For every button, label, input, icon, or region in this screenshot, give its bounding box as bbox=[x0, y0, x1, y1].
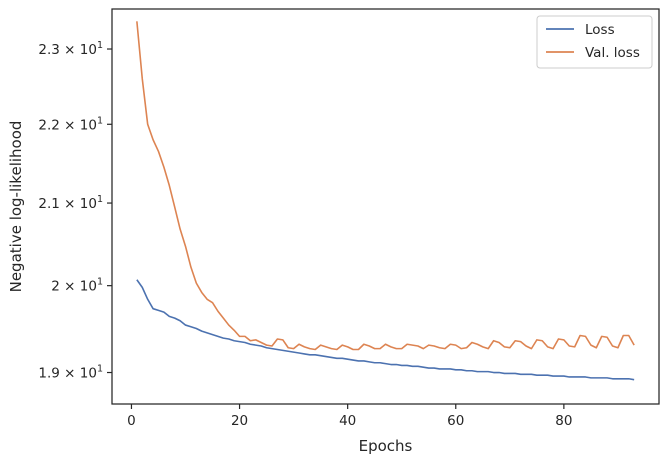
x-tick-label: 80 bbox=[555, 413, 572, 429]
y-tick-label: 2 × 101 bbox=[51, 277, 103, 295]
y-tick-exponent: 1 bbox=[97, 364, 103, 375]
y-tick-times-ten: × 10 bbox=[60, 42, 97, 58]
y-tick-times-ten: × 10 bbox=[60, 117, 97, 133]
x-axis: 0 20 40 60 80 bbox=[127, 404, 572, 429]
x-tick-label: 40 bbox=[339, 413, 356, 429]
plot-frame bbox=[111, 8, 660, 405]
y-tick-mantissa: 2.2 bbox=[38, 117, 59, 133]
x-tick-label: 20 bbox=[231, 413, 248, 429]
y-axis-label: Negative log-likelihood bbox=[7, 121, 25, 293]
y-tick-label: 2.3 × 101 bbox=[38, 40, 103, 58]
x-tick-label: 60 bbox=[447, 413, 464, 429]
legend: Loss Val. loss bbox=[536, 15, 653, 69]
x-tick-label: 0 bbox=[127, 413, 136, 429]
y-tick-times-ten: × 10 bbox=[60, 279, 97, 295]
series-line-1 bbox=[136, 21, 635, 351]
series-line-0 bbox=[136, 279, 635, 381]
legend-label: Val. loss bbox=[585, 45, 640, 61]
y-tick-mantissa: 2.1 bbox=[38, 196, 59, 212]
series-layer bbox=[136, 21, 635, 381]
y-tick-exponent: 1 bbox=[97, 277, 103, 288]
y-tick-times-ten: × 10 bbox=[60, 366, 97, 382]
y-tick-mantissa: 1.9 bbox=[38, 366, 59, 382]
y-tick-exponent: 1 bbox=[97, 194, 103, 205]
y-tick-label: 2.2 × 101 bbox=[38, 115, 103, 133]
y-tick-label: 1.9 × 101 bbox=[38, 364, 103, 382]
legend-label: Loss bbox=[585, 22, 615, 38]
x-axis-label: Epochs bbox=[359, 437, 413, 455]
y-tick-exponent: 1 bbox=[97, 40, 103, 51]
y-tick-times-ten: × 10 bbox=[60, 196, 97, 212]
y-tick-mantissa: 2 bbox=[51, 279, 60, 295]
y-tick-label: 2.1 × 101 bbox=[38, 194, 103, 212]
y-tick-exponent: 1 bbox=[97, 115, 103, 126]
y-tick-mantissa: 2.3 bbox=[38, 42, 59, 58]
